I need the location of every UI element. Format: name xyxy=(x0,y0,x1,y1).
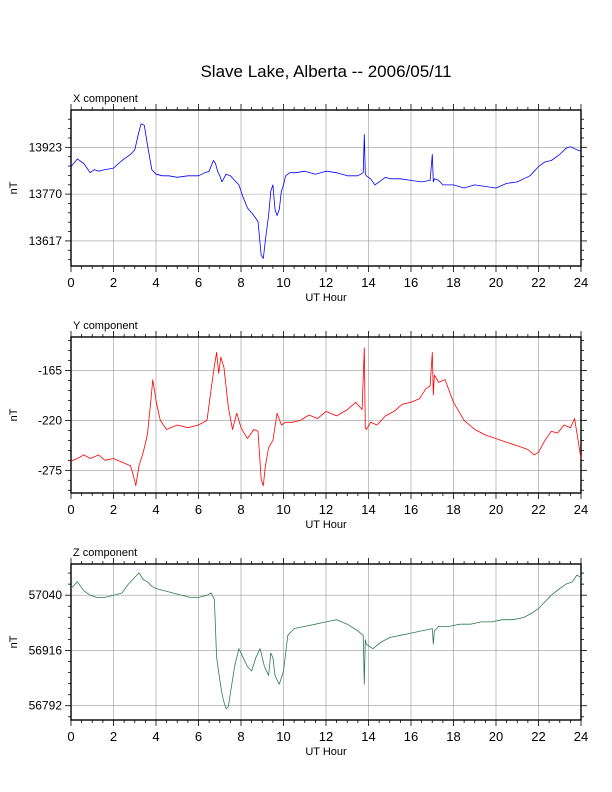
panel-label: Y component xyxy=(73,320,138,332)
x-tick-label: 2 xyxy=(110,275,117,290)
x-axis-label: UT Hour xyxy=(305,292,347,304)
x-tick-label: 4 xyxy=(152,502,159,517)
x-axis-label: UT Hour xyxy=(305,519,347,531)
y-tick-label: 13617 xyxy=(29,234,63,248)
x-tick-label: 22 xyxy=(531,502,545,517)
x-tick-label: 18 xyxy=(446,275,460,290)
x-tick-label: 6 xyxy=(195,275,202,290)
y-tick-label: 57040 xyxy=(29,588,63,602)
y-tick-label: 13923 xyxy=(29,140,63,154)
y-axis-label: nT xyxy=(8,181,20,194)
chart-title: Slave Lake, Alberta -- 2006/05/11 xyxy=(200,62,451,81)
x-tick-label: 6 xyxy=(195,729,202,744)
y-tick-label: -275 xyxy=(38,463,62,477)
plot-frame xyxy=(70,336,582,494)
y-axis-label: nT xyxy=(8,408,20,421)
x-tick-label: 24 xyxy=(574,729,588,744)
x-tick-label: 24 xyxy=(574,502,588,517)
x-tick-label: 18 xyxy=(446,729,460,744)
x-tick-label: 16 xyxy=(404,502,418,517)
y-tick-label: 56916 xyxy=(29,643,63,657)
y-tick-label: 56792 xyxy=(29,699,63,713)
y-tick-label: -165 xyxy=(38,364,62,378)
y-tick-label: 13770 xyxy=(29,187,63,201)
x-tick-label: 0 xyxy=(67,729,74,744)
x-axis-label: UT Hour xyxy=(305,746,347,758)
x-tick-label: 22 xyxy=(531,729,545,744)
x-tick-label: 2 xyxy=(110,502,117,517)
x-tick-label: 12 xyxy=(319,275,333,290)
x-tick-label: 22 xyxy=(531,275,545,290)
plot-frame xyxy=(70,563,582,721)
x-tick-label: 10 xyxy=(276,729,290,744)
x-tick-label: 14 xyxy=(361,729,375,744)
x-tick-label: 10 xyxy=(276,502,290,517)
panel-label: X component xyxy=(73,93,138,105)
x-tick-label: 2 xyxy=(110,729,117,744)
x-tick-label: 10 xyxy=(276,275,290,290)
x-tick-label: 16 xyxy=(404,275,418,290)
series-line xyxy=(70,347,582,487)
x-tick-label: 6 xyxy=(195,502,202,517)
series-line xyxy=(70,572,582,710)
x-tick-label: 12 xyxy=(319,729,333,744)
x-tick-label: 20 xyxy=(489,729,503,744)
x-tick-label: 16 xyxy=(404,729,418,744)
x-tick-label: 24 xyxy=(574,275,588,290)
x-tick-label: 8 xyxy=(237,729,244,744)
x-tick-label: 12 xyxy=(319,502,333,517)
y-axis-label: nT xyxy=(8,635,20,648)
x-tick-label: 0 xyxy=(67,275,74,290)
x-tick-label: 8 xyxy=(237,275,244,290)
x-tick-label: 8 xyxy=(237,502,244,517)
x-tick-label: 4 xyxy=(152,275,159,290)
y-tick-label: -220 xyxy=(38,413,62,427)
x-tick-label: 0 xyxy=(67,502,74,517)
x-tick-label: 14 xyxy=(361,275,375,290)
series-line xyxy=(70,123,582,259)
x-tick-label: 18 xyxy=(446,502,460,517)
plot-frame xyxy=(70,109,582,267)
panel-label: Z component xyxy=(73,547,137,559)
x-tick-label: 20 xyxy=(489,275,503,290)
x-tick-label: 14 xyxy=(361,502,375,517)
x-tick-label: 20 xyxy=(489,502,503,517)
x-tick-label: 4 xyxy=(152,729,159,744)
